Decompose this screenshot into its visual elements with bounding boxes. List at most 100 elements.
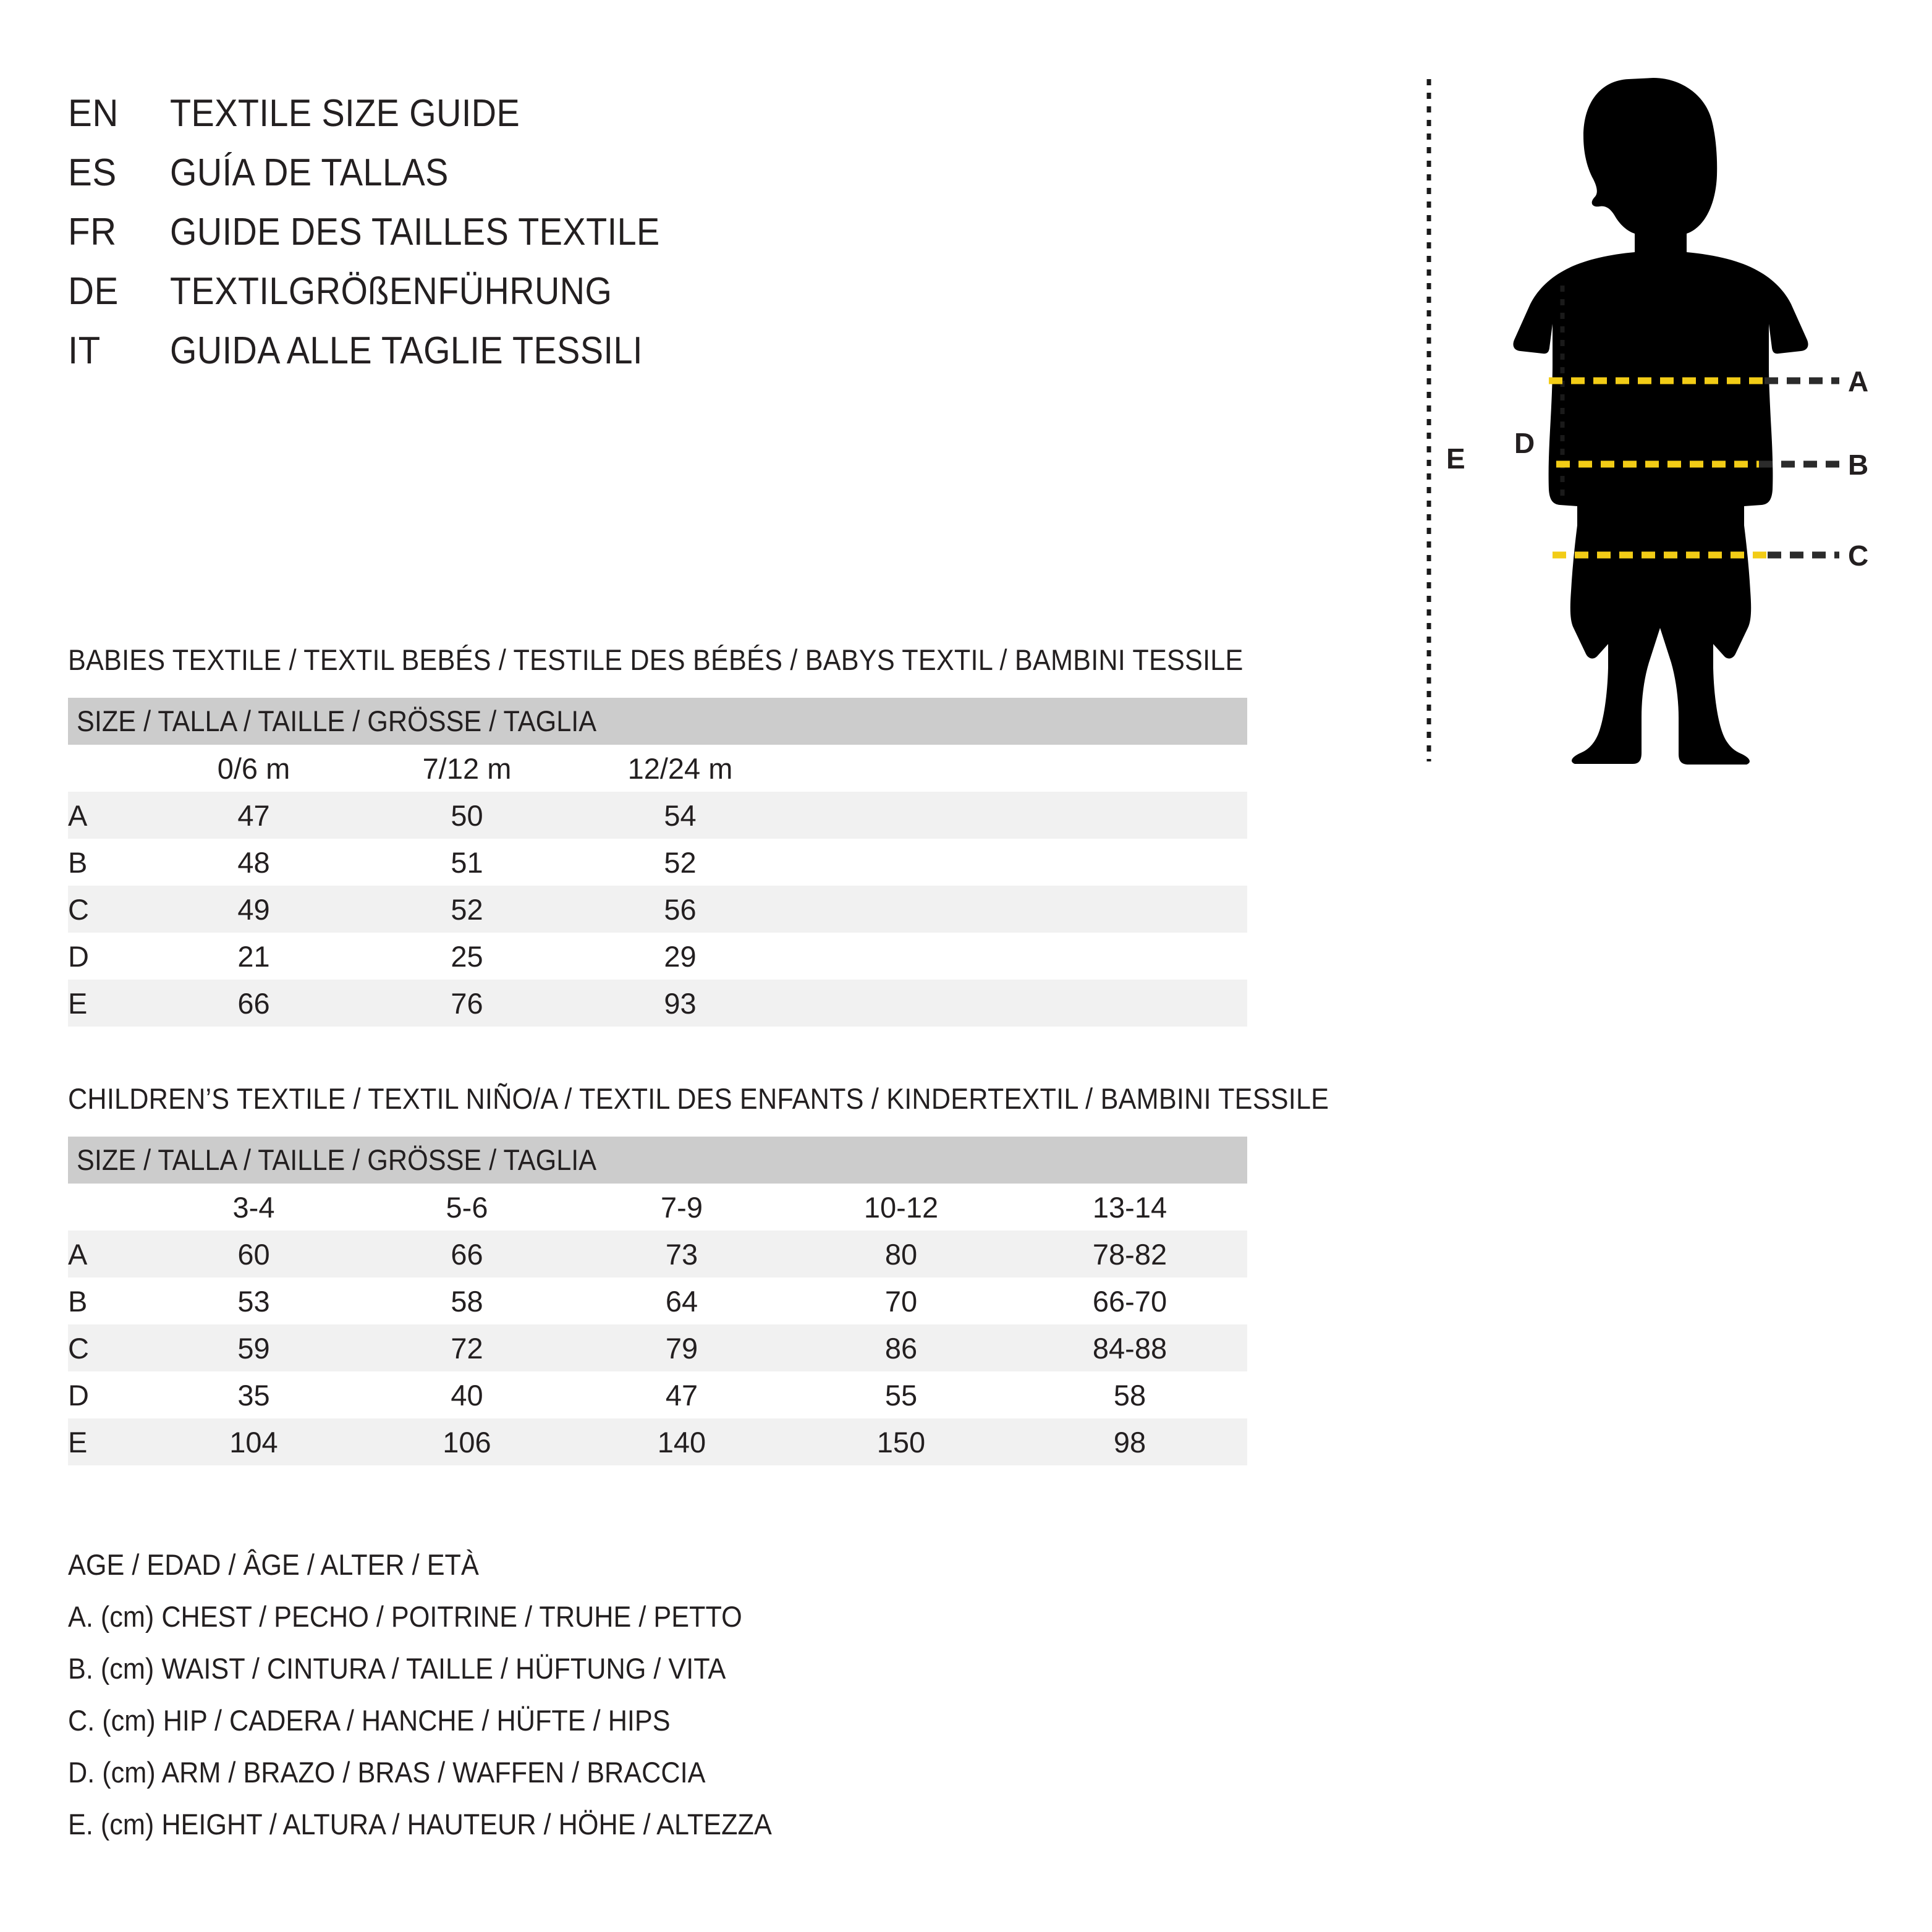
children-column-3-4: 3-4 [147,1184,360,1231]
children-cell-b-4: 66-70 [1012,1277,1247,1324]
children-cell-a-1: 66 [360,1231,574,1277]
babies-row-key-e: E [68,980,147,1027]
babies-cell-a-0: 47 [147,792,360,839]
babies-cell-e-1: 76 [360,980,574,1027]
babies-size-bar-label: SIZE / TALLA / TAILLE / GRÖSSE / TAGLIA [77,705,597,737]
language-row-de: DE TEXTILGRÖßENFÜHRUNG [68,269,1242,329]
body-measurement-diagram: E D A B C [1415,74,1904,766]
babies-cell-d-2: 29 [574,933,787,980]
babies-cell-b-0: 48 [147,839,360,886]
babies-cell-c-2: 56 [574,886,787,933]
babies-size-bar: SIZE / TALLA / TAILLE / GRÖSSE / TAGLIA [68,698,1247,745]
babies-row-key-d: D [68,933,147,980]
babies-column-7-12m: 7/12 m [360,745,574,792]
table-row: A 60 66 73 80 78-82 [68,1231,1247,1277]
babies-section-heading: BABIES TEXTILE / TEXTIL BEBÉS / TESTILE … [68,643,1244,676]
language-row-fr: FR GUIDE DES TAILLES TEXTILE [68,210,1242,269]
babies-cell-e-0: 66 [147,980,360,1027]
children-textile-section: CHILDREN’S TEXTILE / TEXTIL NIÑO/A / TEX… [68,1082,1329,1465]
babies-cell-a-2: 54 [574,792,787,839]
babies-cell-b-2: 52 [574,839,787,886]
children-column-header-row: 3-4 5-6 7-9 10-12 13-14 [68,1184,1247,1231]
legend-line-d-arm: D. (cm) ARM / BRAZO / BRAS / WAFFEN / BR… [68,1756,706,1789]
dimension-label-a: A [1848,365,1869,397]
language-code-es: ES [68,151,117,194]
table-row: D 21 25 29 [68,933,1247,980]
children-row-key-c: C [68,1324,147,1371]
language-row-es: ES GUÍA DE TALLAS [68,151,1242,210]
table-row: A 47 50 54 [68,792,1247,839]
language-code-fr: FR [68,211,117,253]
children-cell-d-3: 55 [790,1371,1012,1418]
children-cell-e-4: 98 [1012,1418,1247,1465]
babies-row-d-fill [787,933,1247,980]
children-row-key-b: B [68,1277,147,1324]
children-column-5-6: 5-6 [360,1184,574,1231]
children-cell-b-0: 53 [147,1277,360,1324]
dimension-label-e: E [1446,443,1465,475]
children-cell-a-3: 80 [790,1231,1012,1277]
child-silhouette-icon [1513,78,1808,765]
language-code-de: DE [68,270,119,313]
babies-row-a-fill [787,792,1247,839]
table-row: E 104 106 140 150 98 [68,1418,1247,1465]
children-size-bar: SIZE / TALLA / TAILLE / GRÖSSE / TAGLIA [68,1137,1247,1184]
language-title-it: GUIDA ALLE TAGLIE TESSILI [170,329,643,372]
babies-cell-b-1: 51 [360,839,574,886]
babies-cell-c-0: 49 [147,886,360,933]
children-column-13-14: 13-14 [1012,1184,1247,1231]
children-cell-b-3: 70 [790,1277,1012,1324]
language-code-it: IT [68,329,101,372]
babies-row-key-c: C [68,886,147,933]
language-title-de: TEXTILGRÖßENFÜHRUNG [170,270,612,313]
children-cell-d-4: 58 [1012,1371,1247,1418]
table-row: C 59 72 79 86 84-88 [68,1324,1247,1371]
children-cell-b-2: 64 [574,1277,790,1324]
dimension-label-d: D [1514,427,1535,459]
children-cell-b-1: 58 [360,1277,574,1324]
language-title-en: TEXTILE SIZE GUIDE [170,92,520,135]
babies-column-header-row: 0/6 m 7/12 m 12/24 m [68,745,1247,792]
dimension-label-c: C [1848,540,1869,572]
table-row: C 49 52 56 [68,886,1247,933]
babies-cell-d-1: 25 [360,933,574,980]
children-size-bar-label: SIZE / TALLA / TAILLE / GRÖSSE / TAGLIA [77,1143,597,1176]
children-cell-e-0: 104 [147,1418,360,1465]
children-cell-a-4: 78-82 [1012,1231,1247,1277]
babies-column-12-24m: 12/24 m [574,745,787,792]
children-cell-d-0: 35 [147,1371,360,1418]
language-title-block: EN TEXTILE SIZE GUIDE ES GUÍA DE TALLAS … [68,91,1242,388]
children-cell-e-2: 140 [574,1418,790,1465]
legend-line-e-height: E. (cm) HEIGHT / ALTURA / HAUTEUR / HÖHE… [68,1808,772,1841]
children-cell-e-1: 106 [360,1418,574,1465]
table-row: D 35 40 47 55 58 [68,1371,1247,1418]
children-cell-c-0: 59 [147,1324,360,1371]
babies-colhead-spacer [68,745,147,792]
babies-row-key-a: A [68,792,147,839]
babies-size-table: 0/6 m 7/12 m 12/24 m A 47 50 54 B 48 51 … [68,745,1247,1027]
children-row-key-d: D [68,1371,147,1418]
legend-line-b-waist: B. (cm) WAIST / CINTURA / TAILLE / HÜFTU… [68,1652,726,1685]
babies-column-0-6m: 0/6 m [147,745,360,792]
table-row: B 48 51 52 [68,839,1247,886]
children-cell-d-1: 40 [360,1371,574,1418]
babies-cell-a-1: 50 [360,792,574,839]
children-cell-c-4: 84-88 [1012,1324,1247,1371]
children-cell-c-2: 79 [574,1324,790,1371]
legend-line-c-hip: C. (cm) HIP / CADERA / HANCHE / HÜFTE / … [68,1704,671,1737]
language-code-en: EN [68,92,119,135]
babies-colhead-fill [787,745,1247,792]
table-row: B 53 58 64 70 66-70 [68,1277,1247,1324]
children-cell-c-3: 86 [790,1324,1012,1371]
children-cell-d-2: 47 [574,1371,790,1418]
language-title-es: GUÍA DE TALLAS [170,151,449,194]
language-row-en: EN TEXTILE SIZE GUIDE [68,91,1242,151]
children-size-table: 3-4 5-6 7-9 10-12 13-14 A 60 66 73 80 78… [68,1184,1247,1465]
children-cell-c-1: 72 [360,1324,574,1371]
babies-cell-c-1: 52 [360,886,574,933]
children-row-key-a: A [68,1231,147,1277]
table-row: E 66 76 93 [68,980,1247,1027]
legend-line-a-chest: A. (cm) CHEST / PECHO / POITRINE / TRUHE… [68,1600,742,1633]
silhouette-svg [1426,78,1839,765]
measurement-legend: AGE / EDAD / ÂGE / ALTER / ETÀ A. (cm) C… [68,1539,1242,1850]
